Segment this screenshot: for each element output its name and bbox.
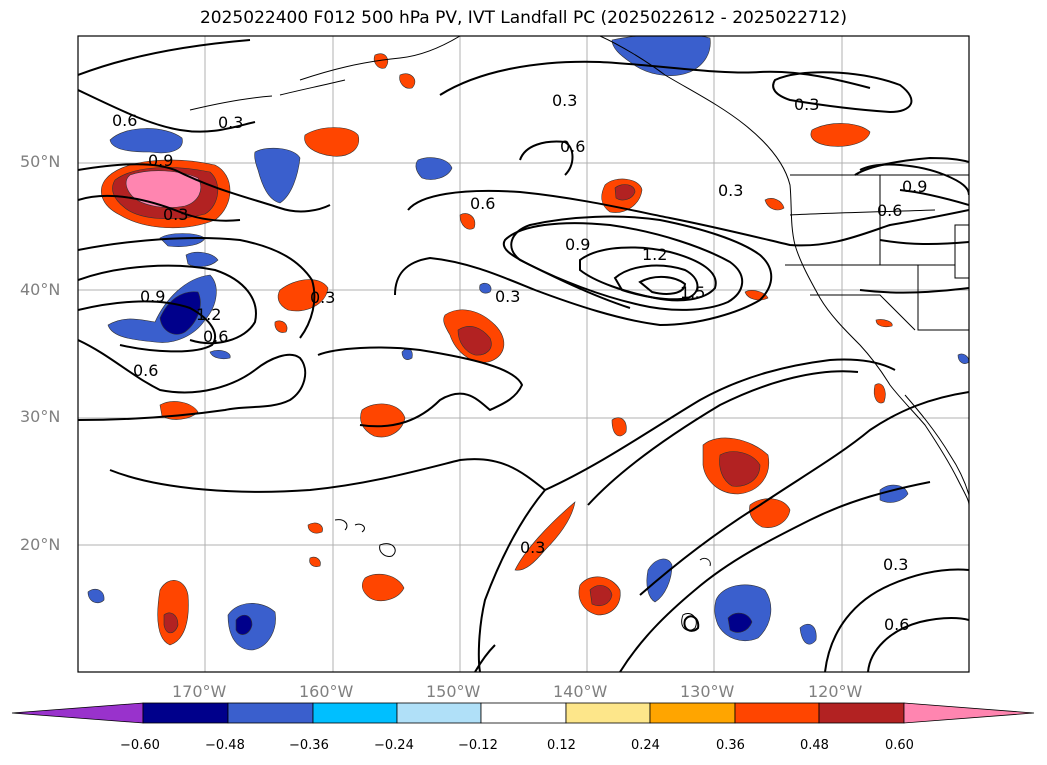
lon-label: 130°W — [680, 682, 735, 701]
colorbar-tick: 0.36 — [716, 738, 745, 753]
map-title: 2025022400 F012 500 hPa PV, IVT Landfall… — [199, 8, 847, 28]
colorbar-tick: 0.24 — [631, 738, 660, 753]
lon-label: 140°W — [553, 682, 608, 701]
lat-label: 30°N — [20, 407, 61, 426]
contour-label: 0.6 — [133, 361, 158, 380]
contour-label: 0.3 — [552, 91, 577, 110]
colorbar-extend-low — [11, 702, 144, 724]
lon-label: 120°W — [808, 682, 863, 701]
contour-label: 1.5 — [680, 283, 705, 302]
contour-label: 0.6 — [877, 201, 902, 220]
colorbar — [11, 702, 1035, 724]
map-frame — [77, 35, 970, 673]
contour-label: 0.9 — [140, 287, 165, 306]
contour-label: 0.9 — [902, 177, 927, 196]
contour-label: 0.3 — [495, 287, 520, 306]
pv-negative-patches — [87, 36, 969, 651]
gridlines — [78, 36, 969, 672]
contour-label: 0.6 — [203, 327, 228, 346]
colorbar-tick: −0.60 — [120, 738, 160, 753]
contour-label: 0.6 — [470, 194, 495, 213]
lat-label: 50°N — [20, 152, 61, 171]
colorbar-extend-high — [903, 702, 1035, 724]
colorbar-tick: −0.24 — [374, 738, 414, 753]
contour-label: 0.6 — [560, 137, 585, 156]
lon-label: 160°W — [299, 682, 354, 701]
contour-label: 0.3 — [883, 555, 908, 574]
contour-label: 0.6 — [884, 615, 909, 634]
colorbar-tick: 0.12 — [547, 738, 576, 753]
lon-label: 170°W — [172, 682, 227, 701]
lat-label: 20°N — [20, 535, 61, 554]
coastlines — [189, 36, 969, 631]
lon-label: 150°W — [426, 682, 481, 701]
contour-label-group: 0.6 0.3 0.9 0.3 0.9 1.2 0.6 0.6 0.3 0.6 … — [112, 91, 927, 634]
colorbar-tick: −0.36 — [289, 738, 329, 753]
colorbar-tick: 0.60 — [885, 738, 914, 753]
contour-label: 0.9 — [565, 235, 590, 254]
contour-label: 0.3 — [718, 181, 743, 200]
colorbar-tick: 0.48 — [800, 738, 829, 753]
contour-label: 0.3 — [520, 538, 545, 557]
lat-label: 40°N — [20, 280, 61, 299]
colorbar-tick: −0.12 — [458, 738, 498, 753]
contour-label: 1.2 — [642, 245, 667, 264]
contour-label: 0.3 — [218, 113, 243, 132]
pv-positive-patches — [101, 53, 893, 646]
contour-label: 1.2 — [196, 305, 221, 324]
colorbar-tick: −0.48 — [205, 738, 245, 753]
contour-label: 0.3 — [163, 205, 188, 224]
contour-lines — [78, 39, 969, 672]
contour-label: 0.3 — [310, 288, 335, 307]
contour-label: 0.6 — [112, 111, 137, 130]
contour-label: 0.9 — [148, 151, 173, 170]
contour-label: 0.3 — [794, 95, 819, 114]
